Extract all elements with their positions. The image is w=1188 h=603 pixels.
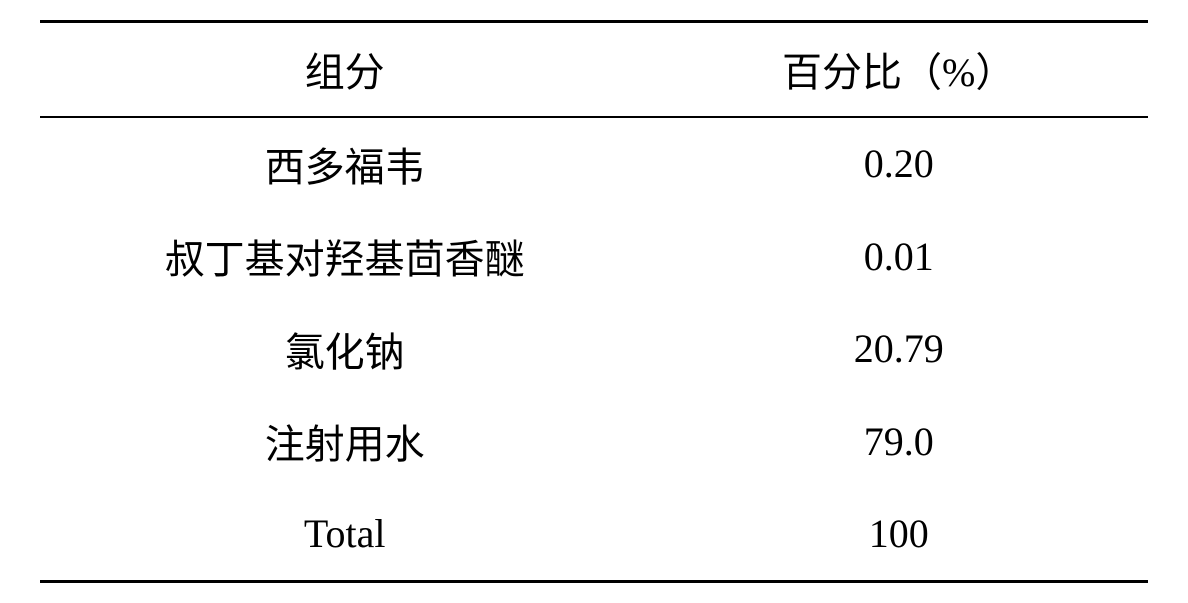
cell-name: 叔丁基对羟基茴香醚 (40, 227, 649, 285)
cell-name: 氯化钠 (40, 320, 649, 378)
cell-name: Total (40, 510, 649, 557)
header-component: 组分 (40, 40, 649, 98)
cell-name: 注射用水 (40, 412, 649, 470)
cell-value: 0.20 (649, 140, 1148, 187)
table-row: Total 100 (40, 488, 1148, 581)
table-header-row: 组分 百分比（%） (40, 23, 1148, 116)
table-row: 注射用水 79.0 (40, 395, 1148, 488)
table-row: 叔丁基对羟基茴香醚 0.01 (40, 210, 1148, 303)
cell-value: 20.79 (649, 325, 1148, 372)
table-row: 氯化钠 20.79 (40, 303, 1148, 396)
header-percent: 百分比（%） (649, 40, 1148, 98)
composition-table: 组分 百分比（%） 西多福韦 0.20 叔丁基对羟基茴香醚 0.01 氯化钠 2… (0, 0, 1188, 603)
table-row: 西多福韦 0.20 (40, 118, 1148, 211)
cell-value: 0.01 (649, 233, 1148, 280)
cell-value: 79.0 (649, 418, 1148, 465)
bottom-rule (40, 580, 1148, 583)
cell-name: 西多福韦 (40, 135, 649, 193)
cell-value: 100 (649, 510, 1148, 557)
